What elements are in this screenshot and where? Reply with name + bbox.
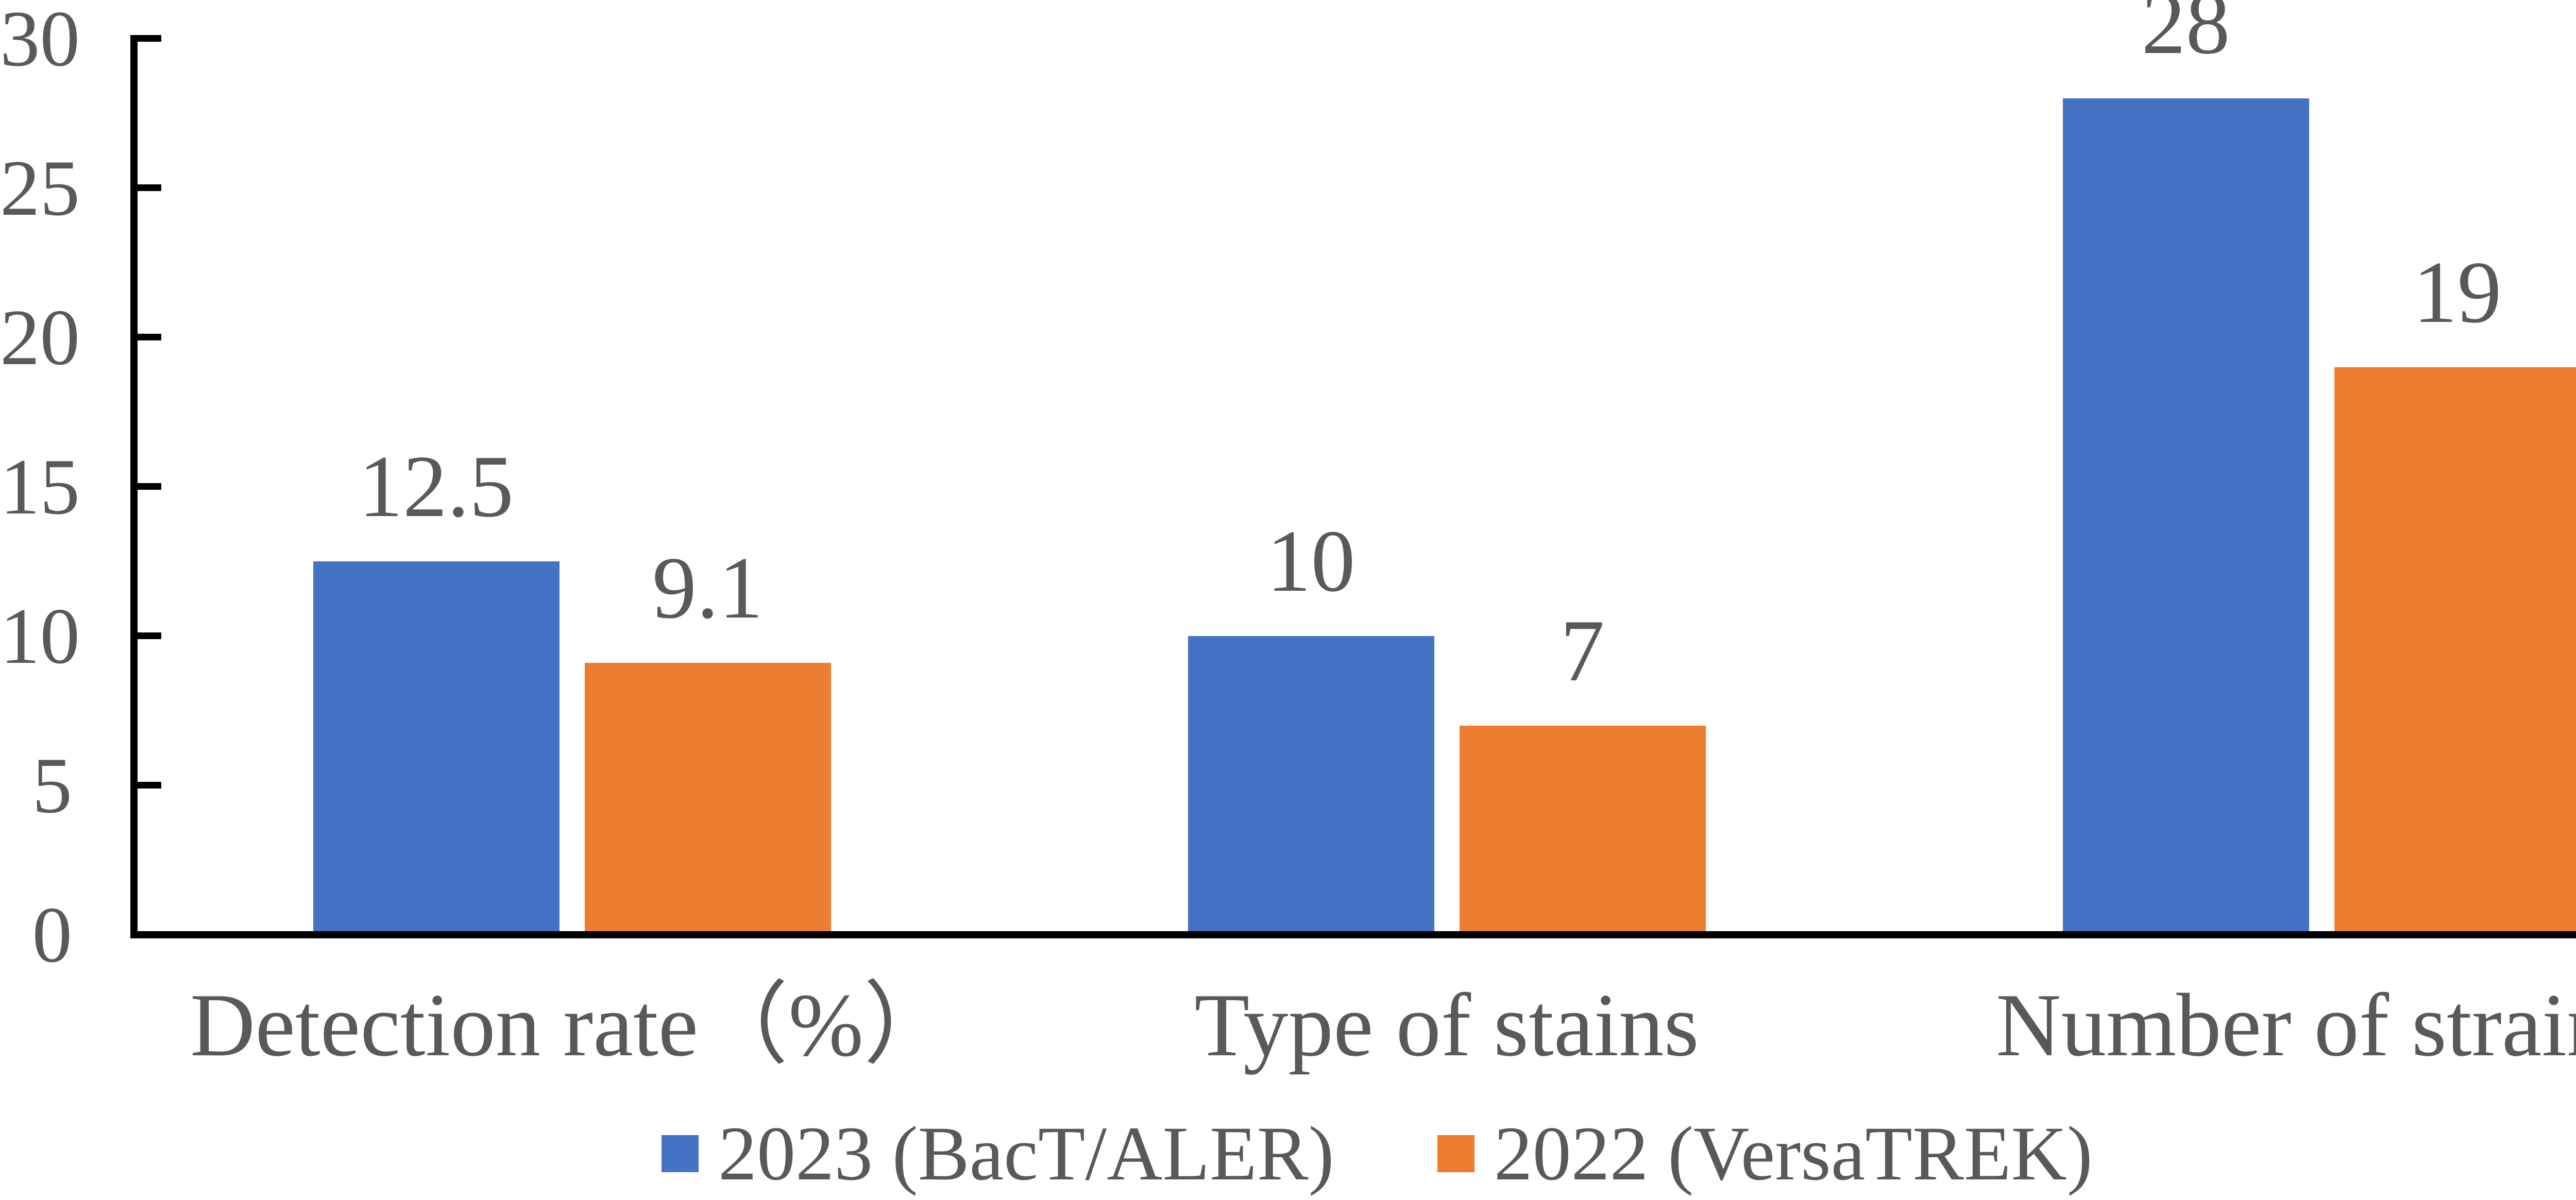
bar-2023: [2063, 98, 2309, 937]
bar-value-label: 28: [2006, 0, 2366, 70]
bar-2023: [313, 561, 560, 937]
bar-2022: [585, 663, 831, 937]
y-axis-tick-label: 20: [0, 296, 72, 379]
bar-value-label: 19: [2277, 246, 2576, 339]
legend-swatch-blue: [662, 1135, 699, 1172]
y-axis-tick-label: 30: [0, 0, 72, 80]
chart-legend: 2023 (BacT/ALER) 2022 (VersaTREK): [0, 1107, 2576, 1200]
category-label: Type of stains: [1011, 973, 1882, 1076]
bar-value-label: 10: [1131, 515, 1492, 608]
category-label: Detection rate（%）: [137, 973, 1007, 1076]
y-axis-tick-label: 25: [0, 147, 72, 229]
y-axis-line: [130, 35, 138, 938]
x-axis-line: [130, 931, 2576, 938]
bar-2023: [1188, 636, 1434, 937]
bar-value-label: 12.5: [256, 440, 617, 533]
bar-value-label: 7: [1402, 605, 1763, 697]
bar-2022: [1460, 726, 1706, 937]
y-axis-tick-label: 0: [0, 894, 72, 976]
bar-value-label: 9.1: [528, 542, 888, 635]
category-label: Number of strains: [1886, 973, 2576, 1076]
bar-2022: [2334, 367, 2576, 937]
legend-item-2022: 2022 (VersaTREK): [1437, 1112, 2093, 1195]
legend-label: 2022 (VersaTREK): [1494, 1112, 2093, 1195]
legend-swatch-orange: [1437, 1135, 1475, 1172]
y-axis-tick-label: 10: [0, 595, 72, 677]
legend-item-2023: 2023 (BacT/ALER): [662, 1112, 1334, 1195]
y-axis-tick-label: 15: [0, 445, 72, 528]
legend-label: 2023 (BacT/ALER): [718, 1112, 1334, 1195]
y-axis-tick-label: 5: [0, 744, 72, 827]
